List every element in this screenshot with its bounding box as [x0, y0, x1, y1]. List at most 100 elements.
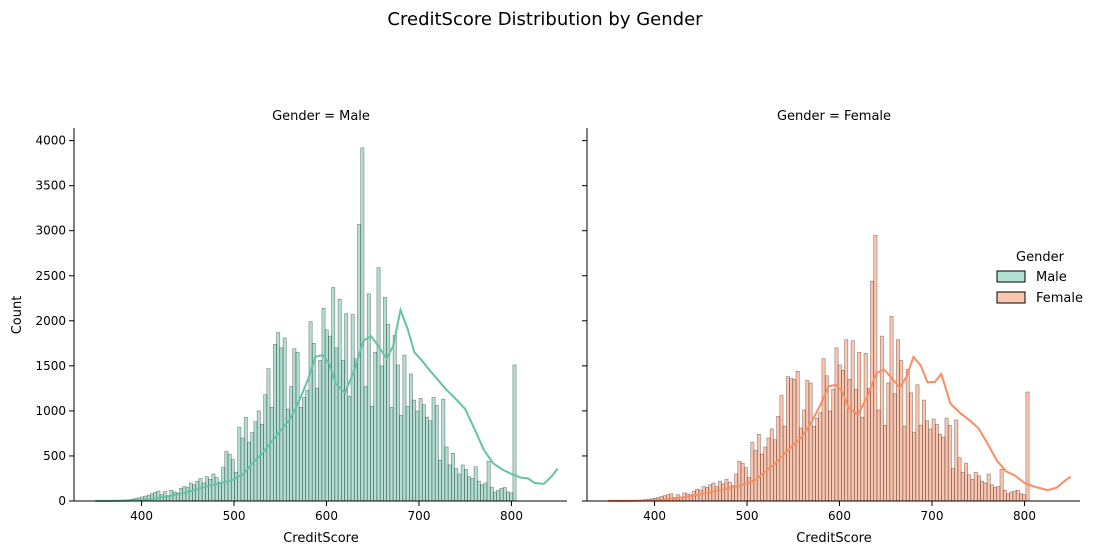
bar-male [402, 354, 407, 502]
bar-female [837, 364, 842, 502]
bar-female [960, 471, 965, 502]
bar-female [753, 450, 758, 502]
x-tick-label: 700 [921, 509, 944, 523]
bar-female [821, 358, 826, 502]
y-tick-label: 0 [58, 494, 66, 508]
x-tick-label: 500 [223, 509, 246, 523]
bar-male [221, 467, 226, 502]
bar-male [302, 397, 306, 502]
bar-female [918, 425, 923, 502]
y-tick-label: 4000 [35, 134, 66, 148]
y-tick-label: 2500 [35, 269, 66, 283]
y-tick-label: 3500 [35, 179, 66, 193]
bar-male [457, 473, 462, 502]
bar-female [1012, 490, 1017, 502]
bar-female [773, 439, 777, 502]
bar-male [425, 416, 430, 502]
bar-female [915, 384, 920, 502]
bar-male [201, 482, 206, 502]
bar-male [295, 352, 300, 502]
bar-male [292, 348, 297, 502]
bar-female [970, 479, 975, 502]
x-axis-label-female: CreditScore [796, 531, 872, 546]
bar-female [860, 416, 865, 502]
bar-male [408, 373, 413, 502]
bar-male [243, 416, 248, 502]
x-tick-label: 400 [643, 509, 666, 523]
bar-male [192, 484, 196, 502]
bar-male [350, 314, 355, 502]
bar-female [879, 335, 884, 502]
bar-female [698, 489, 703, 502]
bar-female [792, 379, 797, 502]
legend-swatch-male [996, 270, 1026, 283]
bar-female [737, 461, 742, 502]
bar-female [1022, 494, 1027, 502]
bar-male [211, 473, 216, 502]
bar-male [370, 406, 374, 502]
bar-male [217, 481, 222, 502]
kde-line-male [95, 306, 559, 502]
bar-male [195, 480, 200, 502]
bar-female [941, 436, 946, 502]
y-tick-label: 1500 [35, 359, 66, 373]
bar-male [473, 466, 478, 502]
bar-female [973, 471, 978, 502]
bar-male [373, 352, 378, 502]
bar-female [909, 392, 913, 502]
bar-female [921, 399, 926, 502]
bar-male [399, 415, 404, 502]
bar-male [467, 476, 472, 502]
y-tick-label: 1000 [35, 404, 66, 418]
bar-female [1015, 489, 1020, 502]
legend-label-male: Male [1036, 270, 1067, 285]
x-ticks-male: 400 500 600 700 800 [130, 501, 523, 523]
bar-male [360, 147, 365, 502]
bar-female [905, 369, 910, 502]
bar-female [750, 442, 755, 502]
bar-female [983, 482, 988, 502]
bar-female [912, 432, 917, 502]
bar-male [512, 364, 517, 502]
bar-female [980, 480, 985, 502]
bar-male [383, 297, 387, 502]
bar-male [366, 293, 371, 502]
bar-male [315, 388, 319, 502]
bar-male [224, 451, 229, 502]
bar-male [347, 396, 352, 502]
bar-female [993, 487, 998, 502]
bar-male [451, 452, 455, 502]
x-tick-label: 700 [408, 509, 431, 523]
bar-male [282, 337, 287, 502]
bar-female [999, 469, 1004, 502]
panel-title-male: Gender = Male [272, 109, 370, 124]
bar-male [434, 405, 439, 502]
bar-male [392, 334, 397, 502]
bar-male [237, 426, 242, 502]
kde-line-female [608, 354, 1072, 502]
bar-male [489, 487, 494, 502]
y-tick-label: 500 [43, 449, 66, 463]
bar-male [305, 389, 310, 502]
bar-female [786, 376, 790, 502]
x-tick-label: 800 [500, 509, 523, 523]
bar-male [357, 224, 362, 502]
bar-male [483, 482, 488, 502]
bar-male [431, 397, 436, 502]
legend-label-female: Female [1036, 291, 1083, 306]
bar-female [721, 483, 726, 502]
legend: Gender Male Female [996, 250, 1083, 306]
bar-female [873, 234, 878, 502]
x-tick-label: 400 [130, 509, 153, 523]
bar-male [153, 492, 158, 502]
bar-male [289, 386, 294, 502]
bar-female [967, 474, 972, 502]
bar-female [782, 425, 787, 502]
bar-female [763, 446, 768, 502]
bar-female [986, 473, 991, 502]
y-axis-label: Count [10, 296, 25, 335]
bar-male [376, 267, 381, 502]
x-tick-label: 800 [1013, 509, 1036, 523]
bar-female [996, 486, 1001, 502]
bar-female [957, 457, 962, 502]
